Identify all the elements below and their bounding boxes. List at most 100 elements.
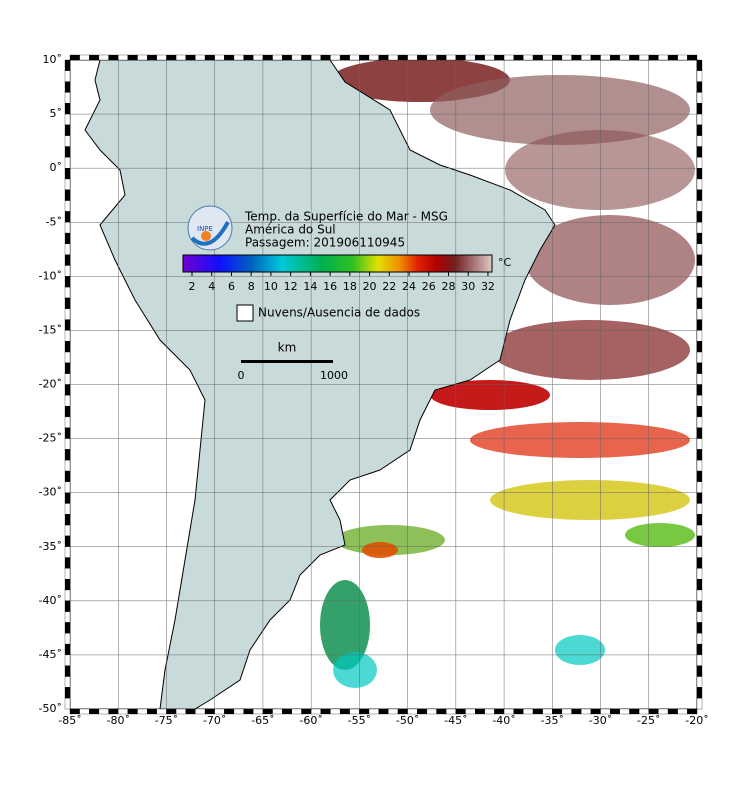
border-bar [330, 54, 341, 61]
border-bar [282, 708, 293, 715]
border-bar [696, 546, 703, 558]
lon-tick-label: -70˚ [203, 714, 226, 727]
border-bar [484, 54, 495, 61]
border-bar [64, 643, 71, 656]
border-bar [619, 708, 630, 715]
border-bar [696, 373, 703, 385]
border-bar [64, 470, 71, 482]
border-bar [214, 54, 225, 61]
border-bar [64, 103, 71, 115]
border-bar [696, 557, 703, 569]
border-bar [233, 54, 244, 61]
border-bar [64, 373, 71, 385]
sst-patch [320, 580, 370, 670]
border-bar [696, 362, 703, 374]
border-bar [64, 232, 71, 245]
border-bar [696, 286, 703, 299]
border-bar [64, 319, 71, 331]
lat-tick-label: 10˚ [43, 53, 63, 66]
border-bar [64, 535, 71, 547]
sst-patch [525, 215, 695, 305]
border-bar [64, 460, 71, 472]
lon-tick-label: -45˚ [444, 714, 467, 727]
border-bar [523, 54, 534, 61]
lon-tick-label: -20˚ [685, 714, 708, 727]
border-bar [64, 438, 71, 450]
colorbar-tick-label: 16 [323, 280, 337, 293]
colorbar-tick-label: 4 [208, 280, 215, 293]
border-bar [696, 211, 703, 223]
border-bar [64, 600, 71, 612]
border-bar [243, 54, 254, 61]
border-bar [696, 405, 703, 418]
border-bar [64, 308, 71, 320]
border-bar [64, 676, 71, 688]
border-bar [64, 427, 71, 439]
border-bar [166, 54, 177, 61]
border-bar [137, 708, 148, 715]
border-bar [696, 589, 703, 601]
border-bar [696, 643, 703, 656]
colorbar-tick-label: 2 [189, 280, 196, 293]
border-bar [301, 54, 312, 61]
border-bar [417, 54, 428, 61]
logo-text: INPE [197, 225, 213, 233]
sst-patch [505, 130, 695, 210]
border-bar [696, 243, 703, 255]
border-bar [368, 54, 379, 61]
subtitle: América do Sul [245, 223, 336, 237]
colorbar-tick-label: 10 [264, 280, 278, 293]
border-bar [552, 54, 563, 61]
lat-tick-label: -5˚ [46, 215, 62, 228]
border-bar [696, 308, 703, 320]
border-bar [523, 708, 534, 715]
border-bar [359, 54, 370, 61]
sst-patch [490, 320, 690, 380]
lat-tick-label: -30˚ [39, 486, 62, 499]
border-bar [696, 189, 703, 201]
border-bar [696, 265, 703, 277]
border-bar [696, 579, 703, 591]
border-bar [658, 54, 669, 61]
border-bar [677, 54, 688, 61]
border-bar [696, 341, 703, 353]
border-bar [339, 54, 350, 61]
colorbar-tick-label: 30 [461, 280, 475, 293]
border-bar [185, 708, 196, 715]
border-bar [156, 54, 167, 61]
sst-patch [555, 635, 605, 665]
border-bar [137, 54, 148, 61]
lat-tick-label: -50˚ [39, 702, 62, 715]
lat-tick-label: -35˚ [39, 540, 62, 553]
border-bar [64, 416, 71, 428]
lat-tick-label: 5˚ [50, 107, 63, 120]
border-bar [108, 54, 119, 61]
lat-tick-label: -45˚ [39, 648, 62, 661]
border-bar [64, 254, 71, 266]
border-bar [696, 351, 703, 364]
colorbar-tick-label: 6 [228, 280, 235, 293]
border-bar [696, 135, 703, 147]
border-bar [64, 611, 71, 623]
border-bar [224, 54, 235, 61]
border-bar [696, 687, 703, 699]
border-bar [64, 330, 71, 342]
border-bar [64, 395, 71, 407]
border-bar [349, 54, 360, 61]
border-bar [64, 81, 71, 93]
colorbar-tick-label: 24 [402, 280, 416, 293]
border-bar [282, 54, 293, 61]
border-bar [696, 654, 703, 666]
border-bar [89, 54, 100, 61]
border-bar [64, 297, 71, 309]
border-bar [64, 481, 71, 493]
border-bar [64, 59, 71, 71]
lon-tick-label: -60˚ [299, 714, 322, 727]
border-bar [696, 297, 703, 309]
border-bar [64, 654, 71, 666]
lon-tick-label: -85˚ [58, 714, 81, 727]
border-bar [590, 54, 601, 61]
border-bar [696, 611, 703, 623]
border-bar [64, 222, 71, 234]
